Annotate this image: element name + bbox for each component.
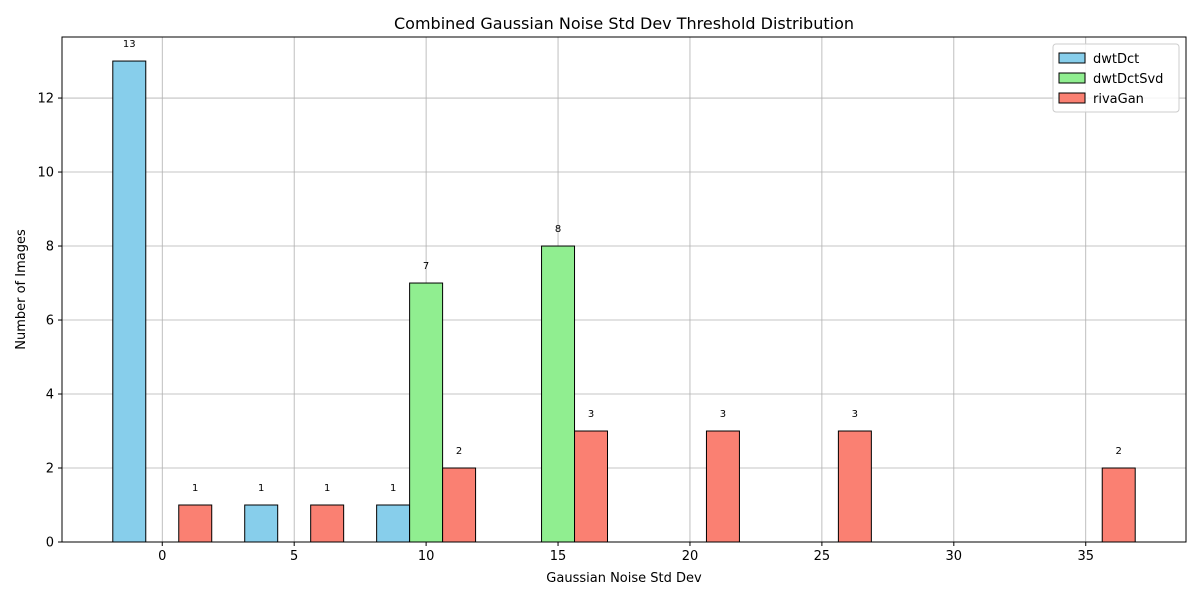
- y-tick-label: 4: [46, 388, 54, 403]
- plot-frame: [61, 36, 1187, 543]
- y-tick-label: 12: [37, 92, 54, 107]
- chart-title: Combined Gaussian Noise Std Dev Threshol…: [394, 14, 854, 33]
- bar-value-label: 3: [852, 409, 858, 420]
- bar-value-label: 8: [555, 224, 561, 235]
- bar-value-label: 1: [258, 483, 264, 494]
- legend-swatch-rivaGan: [1058, 92, 1086, 104]
- legend-label-dwtDct: dwtDct: [1093, 52, 1139, 67]
- y-tick-label: 6: [46, 314, 54, 329]
- bar-rivaGan-10: [442, 467, 477, 543]
- x-tick-label: 35: [1077, 549, 1094, 564]
- x-tick-label: 30: [946, 549, 963, 564]
- bar-rivaGan-35: [1101, 467, 1136, 543]
- bars: [112, 60, 1136, 543]
- x-tick-label: 10: [418, 549, 435, 564]
- bar-dwtDct-5: [244, 504, 279, 543]
- bar-rivaGan-25: [837, 430, 872, 543]
- bar-rivaGan-20: [705, 430, 740, 543]
- legend-swatch-dwtDct: [1058, 52, 1086, 64]
- x-axis-label: Gaussian Noise Std Dev: [546, 571, 702, 586]
- legend-swatch-dwtDctSvd: [1058, 72, 1086, 84]
- x-tick-label: 0: [158, 549, 166, 564]
- bar-value-label: 2: [1116, 446, 1122, 457]
- bar-rivaGan-15: [574, 430, 609, 543]
- bar-value-labels: 13 1 1 7 8 1 1 2 3 3 3 2: [123, 39, 1122, 494]
- bar-dwtDctSvd-10: [409, 282, 444, 543]
- bar-value-label: 1: [324, 483, 330, 494]
- y-tick-label: 2: [46, 462, 54, 477]
- legend-label-rivaGan: rivaGan: [1093, 92, 1144, 107]
- x-tick-label: 5: [290, 549, 298, 564]
- legend-label-dwtDctSvd: dwtDctSvd: [1093, 72, 1163, 87]
- y-tick-label: 0: [46, 536, 54, 551]
- bar-value-label: 1: [390, 483, 396, 494]
- bar-dwtDct-0: [112, 60, 147, 543]
- bar-dwtDctSvd-15: [541, 245, 576, 543]
- bar-rivaGan-0: [178, 504, 213, 543]
- y-tick-label: 8: [46, 240, 54, 255]
- y-axis-label: Number of Images: [14, 229, 29, 350]
- x-tick-label: 25: [814, 549, 831, 564]
- x-tick-label: 15: [550, 549, 567, 564]
- x-tick-label: 20: [682, 549, 699, 564]
- y-tick-label: 10: [37, 166, 54, 181]
- bar-value-label: 1: [192, 483, 198, 494]
- bar-value-label: 3: [588, 409, 594, 420]
- bar-value-label: 2: [456, 446, 462, 457]
- bar-value-label: 13: [123, 39, 136, 50]
- bar-dwtDct-10: [376, 504, 411, 543]
- bar-value-label: 3: [720, 409, 726, 420]
- bar-value-label: 7: [423, 261, 429, 272]
- bar-rivaGan-5: [310, 504, 345, 543]
- legend: dwtDct dwtDctSvd rivaGan: [1052, 43, 1180, 113]
